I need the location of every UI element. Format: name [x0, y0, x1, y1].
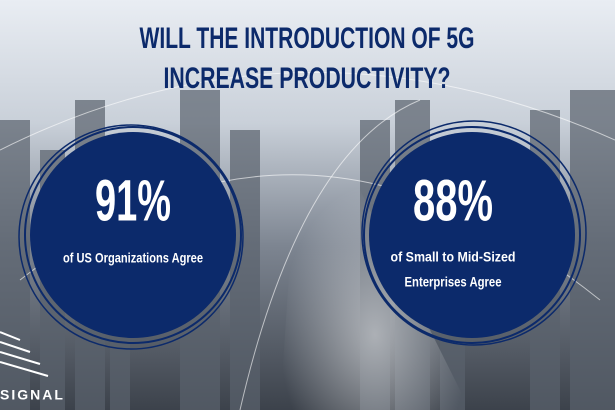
- stat-label: Enterprises Agree: [405, 274, 502, 290]
- title: INCREASE PRODUCTIVITY?: [164, 62, 451, 95]
- title: WILL THE INTRODUCTION OF 5G: [140, 22, 475, 55]
- stat-label: of US Organizations Agree: [63, 250, 203, 266]
- stat-circle: [361, 120, 587, 346]
- logo-text: SIGNAL: [0, 387, 65, 403]
- stat-circle: [18, 124, 244, 350]
- stat-label: of Small to Mid-Sized: [391, 249, 516, 265]
- stat-value: 91%: [95, 168, 171, 233]
- logo-mark: [0, 331, 49, 377]
- stat-value: 88%: [413, 168, 493, 233]
